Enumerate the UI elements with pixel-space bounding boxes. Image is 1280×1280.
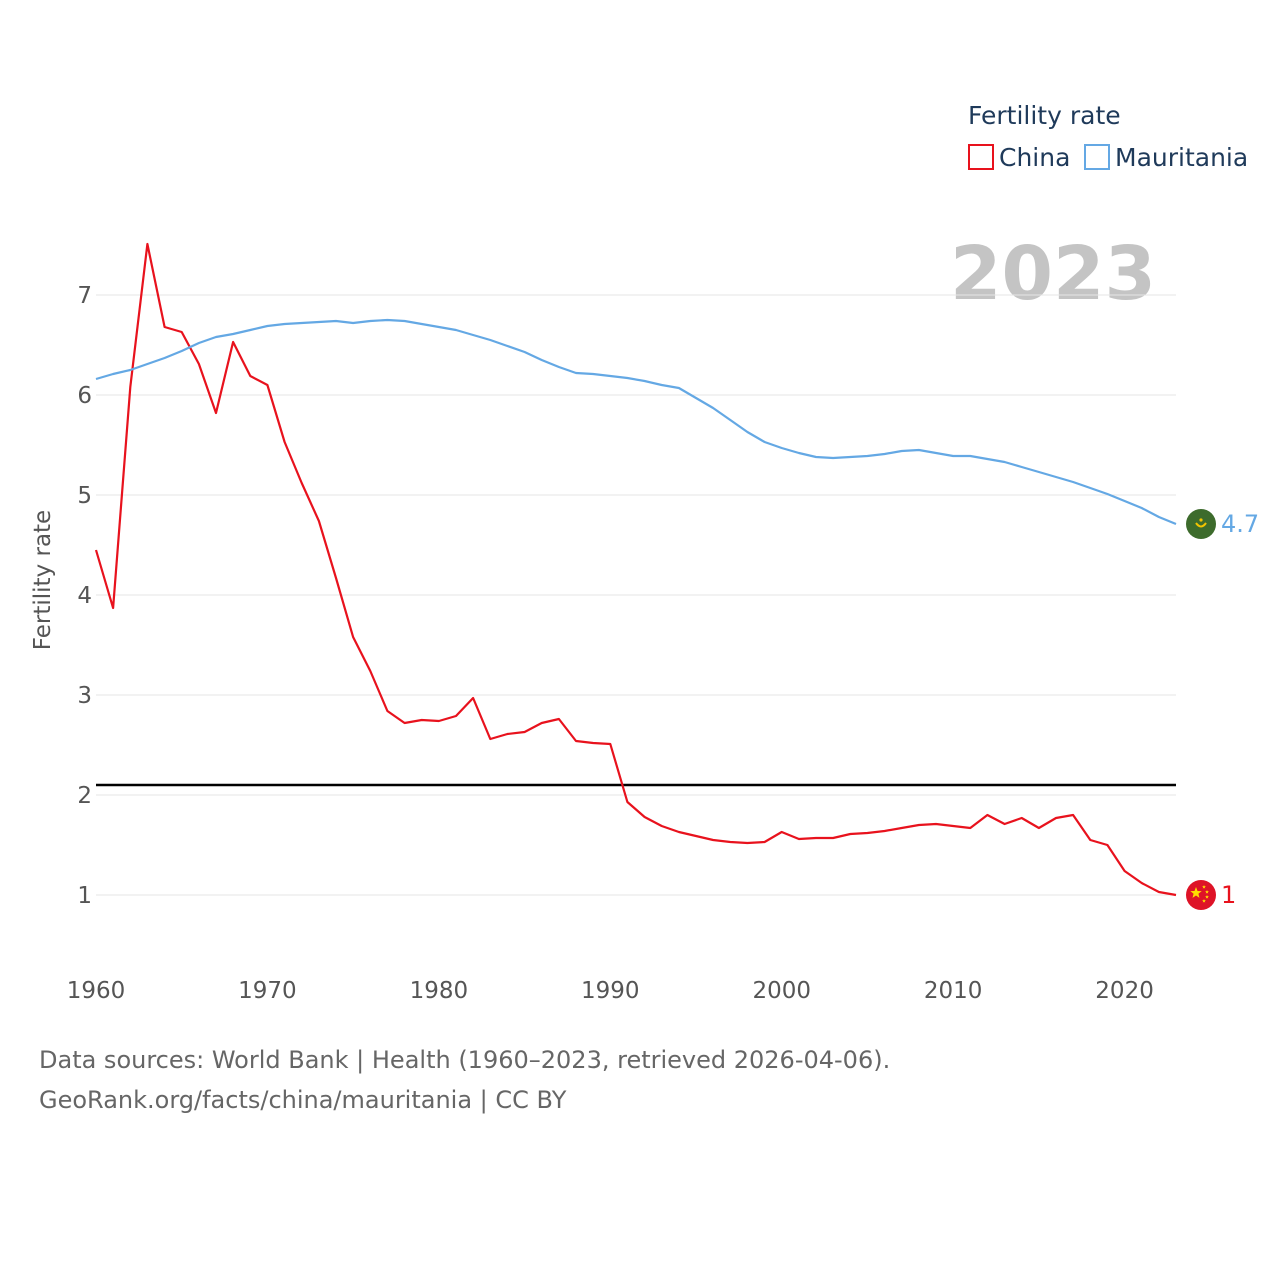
source-line-1: Data sources: World Bank | Health (1960–…	[39, 1046, 890, 1074]
end-label-mauritania: 4.7	[1221, 510, 1259, 538]
x-tick-label-1960: 1960	[67, 978, 126, 1004]
x-tick-label-2010: 2010	[924, 978, 983, 1004]
china-flag-small-star	[1205, 895, 1209, 899]
x-axis-ticks: 1960 1970 1980 1990 2000 2010 2020	[67, 978, 1154, 1004]
legend-label-china: China	[999, 143, 1070, 172]
x-tick-label-2020: 2020	[1095, 978, 1154, 1004]
series-line-mauritania	[95, 318, 1177, 526]
legend: Fertility rate China Mauritania	[968, 101, 1248, 172]
x-tick-label-1970: 1970	[238, 978, 297, 1004]
mauritania-flag-star	[1199, 518, 1203, 522]
china-flag-small-star	[1202, 899, 1206, 903]
end-markers: 14.7	[1186, 509, 1259, 910]
mauritania-flag-crescent	[1195, 522, 1207, 528]
y-axis-title: Fertility rate	[30, 510, 56, 650]
legend-swatch-mauritania	[1084, 144, 1110, 170]
china-flag-small-star	[1202, 885, 1206, 889]
mauritania-flag-icon	[1186, 509, 1216, 539]
y-tick-label-4: 4	[77, 583, 92, 609]
source-line-2[interactable]: GeoRank.org/facts/china/mauritania | CC …	[39, 1086, 567, 1114]
x-tick-label-1990: 1990	[581, 978, 640, 1004]
x-tick-label-2000: 2000	[752, 978, 811, 1004]
y-tick-label-7: 7	[77, 283, 92, 309]
legend-swatch-china	[968, 144, 994, 170]
y-axis-ticks: 1 2 3 4 5 6 7	[77, 283, 92, 909]
x-tick-label-1980: 1980	[410, 978, 469, 1004]
y-tick-label-5: 5	[77, 483, 92, 509]
gridlines	[96, 294, 1176, 896]
series-lines	[94, 242, 1177, 897]
y-tick-label-2: 2	[77, 783, 92, 809]
series-line-china	[94, 242, 1177, 897]
y-tick-label-6: 6	[77, 383, 92, 409]
legend-label-mauritania: Mauritania	[1115, 143, 1248, 172]
year-watermark: 2023	[950, 231, 1156, 317]
end-marker-china: 1	[1186, 880, 1236, 910]
china-flag-small-star	[1205, 890, 1209, 894]
legend-title: Fertility rate	[968, 101, 1121, 130]
legend-item-mauritania[interactable]: Mauritania	[1084, 143, 1248, 172]
china-flag-icon	[1186, 880, 1216, 910]
china-flag-big-star	[1190, 887, 1202, 898]
y-tick-label-3: 3	[77, 683, 92, 709]
end-label-china: 1	[1221, 881, 1236, 909]
y-tick-label-1: 1	[77, 883, 92, 909]
end-marker-mauritania: 4.7	[1186, 509, 1259, 539]
legend-item-china[interactable]: China	[968, 143, 1070, 172]
